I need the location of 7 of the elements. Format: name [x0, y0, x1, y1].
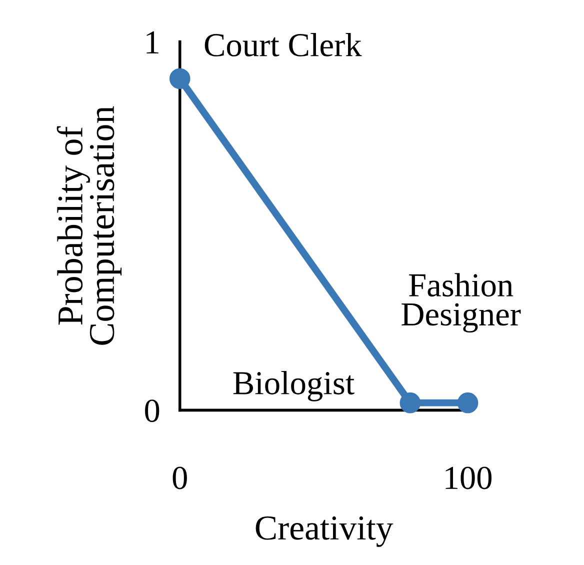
y-axis-title: Probability of Computerisation — [56, 106, 122, 345]
x-tick-label: 100 — [446, 466, 492, 490]
x-axis-title: Creativity — [256, 516, 394, 547]
annotation: Fashion Designer — [402, 273, 521, 333]
y-tick-label: 1 — [146, 31, 158, 54]
annotation: Biologist — [233, 370, 354, 402]
annotation: Court Clerk — [204, 32, 362, 56]
